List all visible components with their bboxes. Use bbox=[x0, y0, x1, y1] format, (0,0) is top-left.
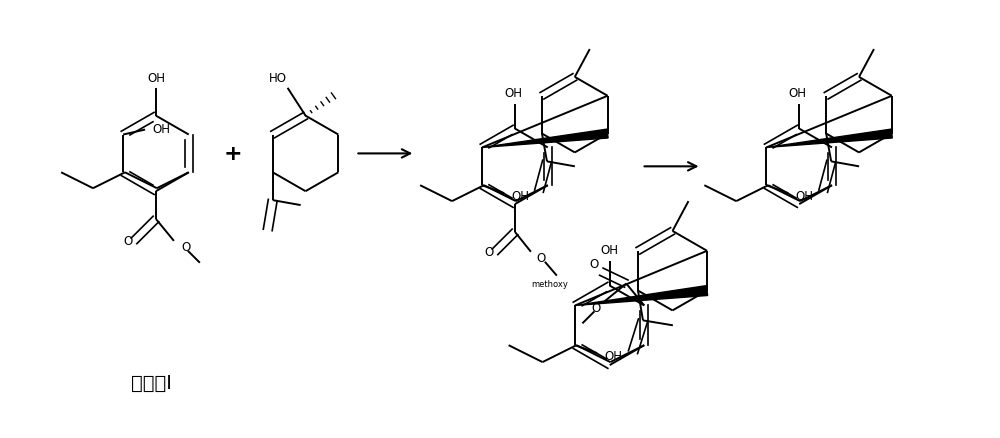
Text: methoxy: methoxy bbox=[531, 279, 568, 289]
Text: OH: OH bbox=[601, 244, 619, 257]
Text: OH: OH bbox=[152, 123, 170, 136]
Text: O: O bbox=[123, 235, 133, 248]
Text: +: + bbox=[223, 144, 242, 164]
Text: OH: OH bbox=[147, 72, 165, 85]
Text: OH: OH bbox=[604, 349, 622, 362]
Text: O: O bbox=[592, 301, 601, 314]
Text: OH: OH bbox=[504, 87, 522, 100]
Text: O: O bbox=[484, 246, 494, 259]
Text: HO: HO bbox=[269, 72, 287, 85]
Text: O: O bbox=[536, 252, 546, 265]
Polygon shape bbox=[575, 286, 708, 306]
Text: OH: OH bbox=[788, 87, 806, 100]
Text: O: O bbox=[590, 258, 599, 271]
Polygon shape bbox=[766, 130, 892, 148]
Text: O: O bbox=[181, 241, 191, 254]
Text: OH: OH bbox=[511, 189, 529, 202]
Text: 中间体Ⅰ: 中间体Ⅰ bbox=[131, 373, 171, 392]
Polygon shape bbox=[482, 130, 608, 148]
Text: OH: OH bbox=[795, 189, 813, 202]
